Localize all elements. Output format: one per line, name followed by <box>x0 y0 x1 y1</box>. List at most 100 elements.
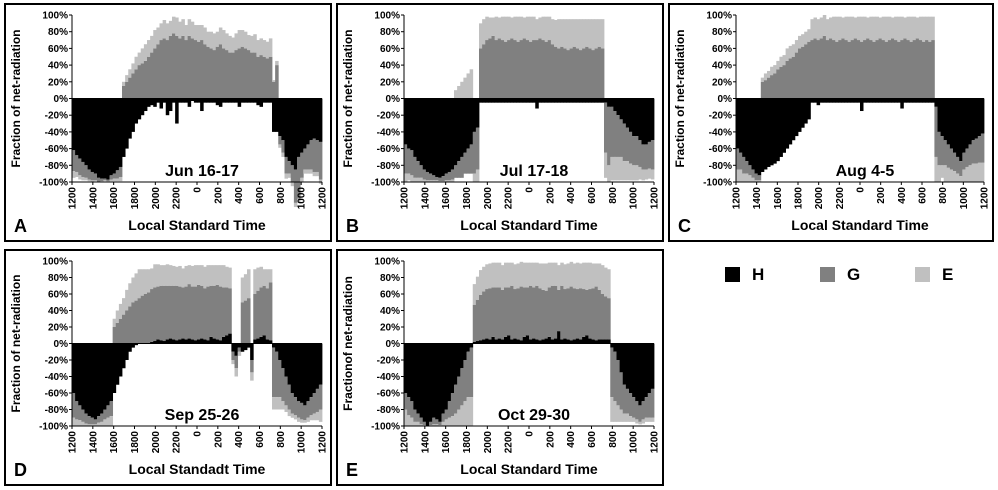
bar-e-29 <box>162 265 167 286</box>
bar-h-77 <box>974 98 979 139</box>
bar-g-22 <box>140 63 145 99</box>
bar-h-21 <box>137 98 142 120</box>
bar-g-41 <box>863 40 867 99</box>
bar-h-63 <box>931 98 935 103</box>
bar-g-58 <box>253 52 257 99</box>
bar-g-63 <box>268 282 273 341</box>
bar-g-21 <box>137 65 142 99</box>
bar-g-73 <box>962 152 966 170</box>
y-tick-label: 100% <box>706 11 732 22</box>
bar-e-68 <box>284 405 289 412</box>
bar-e-66 <box>278 144 282 148</box>
bar-e-62 <box>265 269 270 289</box>
bar-e-6 <box>90 424 95 426</box>
bar-e-34 <box>178 265 182 287</box>
bar-h-61 <box>925 98 929 103</box>
bar-e-0 <box>72 171 76 178</box>
bar-e-55 <box>575 19 580 49</box>
bar-h-27 <box>488 339 492 344</box>
bar-g-48 <box>554 285 558 339</box>
bar-e-4 <box>416 177 421 182</box>
bar-g-2 <box>78 405 82 421</box>
bar-h-62 <box>597 98 602 103</box>
x-tick-label: 1200 <box>318 431 329 454</box>
bar-g-1 <box>407 148 411 174</box>
bar-g-44 <box>541 40 546 99</box>
bar-g-51 <box>231 52 235 99</box>
bar-e-53 <box>237 30 242 49</box>
bar-e-30 <box>165 264 170 286</box>
bar-h-56 <box>579 339 583 344</box>
bar-g-40 <box>197 41 201 99</box>
bar-g-46 <box>215 284 220 340</box>
bar-h-40 <box>529 98 533 103</box>
bar-g-67 <box>281 140 285 153</box>
bar-h-5 <box>419 98 424 166</box>
bar-g-32 <box>835 41 839 99</box>
x-tick-label: 2200 <box>835 187 846 210</box>
bar-e-5 <box>87 424 92 426</box>
bar-g-8 <box>760 81 765 99</box>
bar-h-2 <box>410 98 414 151</box>
bar-g-53 <box>569 286 574 341</box>
x-tick-label: 1200 <box>980 187 991 210</box>
x-tick-label: 600 <box>587 431 598 448</box>
bar-g-28 <box>491 287 496 337</box>
bar-e-79 <box>318 409 323 422</box>
bar-e-46 <box>878 17 883 39</box>
bar-h-69 <box>287 98 292 162</box>
bar-h-69 <box>619 343 624 373</box>
bar-e-2 <box>742 173 746 182</box>
y-tick-label: 40% <box>712 61 732 72</box>
bar-e-36 <box>184 25 189 41</box>
bar-g-29 <box>494 40 499 99</box>
bar-e-22 <box>472 173 477 182</box>
bar-h-79 <box>650 98 655 141</box>
bar-g-22 <box>140 295 145 344</box>
bar-g-3 <box>81 161 85 177</box>
bar-e-8 <box>760 77 765 82</box>
bar-g-3 <box>745 161 749 174</box>
bar-g-75 <box>968 144 972 166</box>
bar-h-29 <box>494 339 499 344</box>
bar-e-62 <box>265 41 270 59</box>
bar-e-67 <box>281 152 285 157</box>
bar-g-30 <box>829 38 833 99</box>
bar-e-33 <box>175 17 179 36</box>
bar-e-5 <box>751 177 755 182</box>
bar-g-20 <box>466 148 471 174</box>
bar-h-13 <box>444 98 449 174</box>
bar-h-29 <box>162 341 167 344</box>
bar-g-0 <box>72 393 76 418</box>
bar-g-5 <box>87 416 92 425</box>
bar-g-23 <box>475 299 480 342</box>
y-tick-label: -80% <box>45 161 68 172</box>
bar-e-31 <box>168 20 173 36</box>
bar-h-27 <box>156 339 160 344</box>
y-axis-title: Fractionof net-radiation <box>341 276 355 411</box>
bar-g-24 <box>479 48 483 99</box>
bar-e-65 <box>275 60 279 66</box>
bar-h-39 <box>525 98 530 103</box>
bar-g-76 <box>971 140 976 164</box>
y-tick-label: 40% <box>380 61 400 72</box>
bar-e-62 <box>928 16 932 42</box>
bar-g-45 <box>212 285 217 339</box>
bar-h-8 <box>97 98 101 178</box>
bar-g-11 <box>106 179 110 182</box>
bar-e-47 <box>881 16 886 41</box>
bar-h-27 <box>819 98 824 103</box>
bar-h-24 <box>479 98 483 103</box>
bar-e-64 <box>934 156 938 182</box>
bar-h-28 <box>159 98 164 109</box>
bar-h-79 <box>980 98 985 134</box>
bar-h-77 <box>312 343 317 393</box>
bar-g-48 <box>554 46 558 99</box>
bar-g-40 <box>197 284 201 340</box>
y-tick-label: 0% <box>54 94 69 105</box>
bar-h-75 <box>968 98 972 145</box>
bar-g-61 <box>925 40 929 99</box>
bar-h-42 <box>203 98 207 103</box>
bar-e-73 <box>300 419 304 423</box>
bar-g-36 <box>847 41 852 99</box>
